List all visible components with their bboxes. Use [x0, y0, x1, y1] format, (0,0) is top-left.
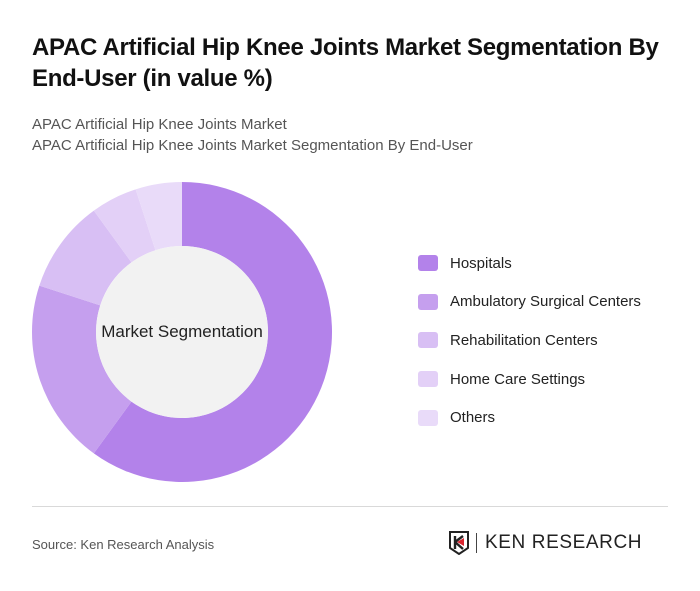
legend-label: Ambulatory Surgical Centers [450, 293, 641, 311]
legend-label: Rehabilitation Centers [450, 331, 598, 349]
chart-legend: Hospitals Ambulatory Surgical Centers Reha… [418, 244, 641, 437]
source-note: Source: Ken Research Analysis [32, 537, 215, 552]
legend-swatch [418, 255, 438, 272]
donut-hole [96, 246, 268, 418]
chart-title: APAC Artificial Hip Knee Joints Market S… [32, 34, 659, 92]
legend-label: Others [450, 409, 496, 427]
legend-swatch [418, 371, 438, 388]
donut-slice-home-care-settings [93, 189, 156, 263]
logo-separator [476, 533, 477, 553]
donut-chart [31, 182, 333, 482]
subtitle-line-2: APAC Artificial Hip Knee Joints Market S… [32, 137, 473, 154]
donut-slice-rehabilitation-centers [39, 210, 132, 306]
legend-swatch [418, 293, 438, 310]
logo-text: KEN RESEARCH [485, 532, 643, 553]
legend-swatch [418, 332, 438, 349]
footer-divider [32, 506, 668, 507]
donut-slice-ambulatory-surgical-centers [31, 285, 132, 454]
legend-label: Hospitals [450, 254, 512, 272]
legend-swatch [418, 409, 438, 426]
legend-item: Home Care Settings [418, 360, 641, 399]
legend-item: Rehabilitation Centers [418, 321, 641, 360]
ken-research-logo: KEN RESEARCH [448, 531, 642, 555]
ken-logo-icon [449, 531, 469, 555]
chart-subtitle: APAC Artificial Hip Knee Joints Market A… [32, 114, 473, 156]
donut-slice-others [135, 182, 182, 251]
subtitle-line-1: APAC Artificial Hip Knee Joints Market [32, 116, 287, 133]
legend-item: Ambulatory Surgical Centers [418, 283, 641, 322]
legend-item: Others [418, 398, 641, 437]
donut-slice-hospitals [93, 182, 333, 482]
legend-item: Hospitals [418, 244, 641, 283]
legend-label: Home Care Settings [450, 370, 586, 388]
